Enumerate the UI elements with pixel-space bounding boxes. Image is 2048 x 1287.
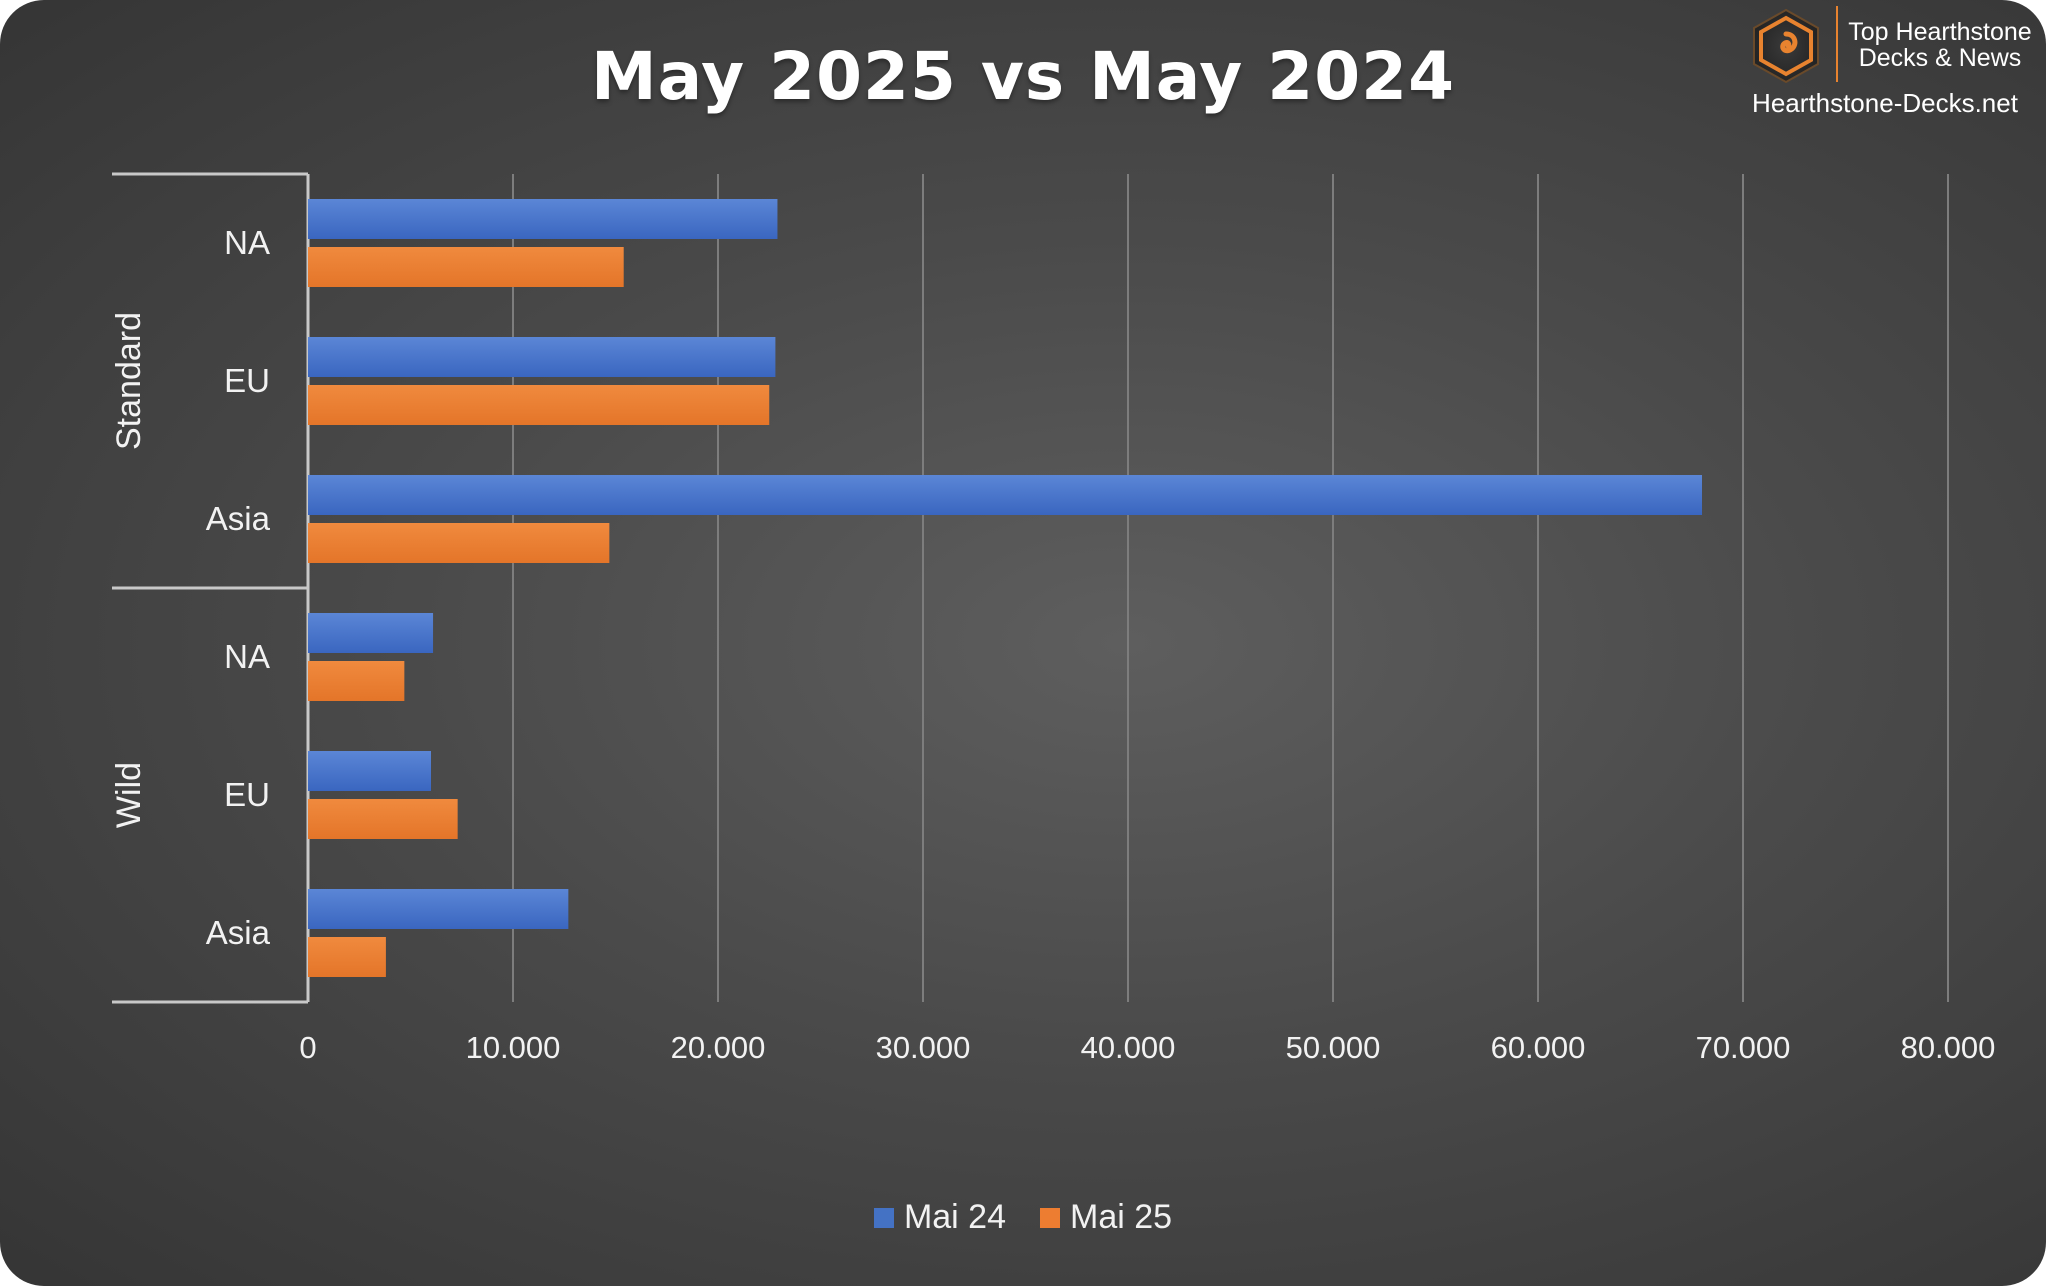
x-tick-label: 60.000 bbox=[1491, 1030, 1586, 1065]
bar-mai-24 bbox=[308, 889, 569, 929]
legend-item-mai-25: Mai 25 bbox=[1040, 1198, 1172, 1237]
category-label: Asia bbox=[206, 914, 271, 951]
category-label: NA bbox=[224, 638, 270, 675]
legend-swatch bbox=[1040, 1207, 1060, 1228]
gridlines bbox=[512, 174, 1949, 1002]
branding: Top Hearthstone Decks & News Hearthstone… bbox=[1740, 4, 2040, 124]
x-tick-label: 40.000 bbox=[1081, 1030, 1176, 1065]
legend: Mai 24 Mai 25 bbox=[0, 1198, 2046, 1237]
hearthstone-swirl-icon bbox=[1753, 8, 1819, 84]
category-axis bbox=[112, 172, 310, 1004]
x-tick-label: 80.000 bbox=[1901, 1030, 1996, 1065]
bar-mai-25 bbox=[308, 523, 610, 563]
bar-mai-25 bbox=[308, 799, 458, 839]
bars bbox=[308, 199, 1702, 977]
chart-title: May 2025 vs May 2024 bbox=[590, 38, 1455, 115]
group-label: Wild bbox=[110, 762, 148, 828]
x-tick-label: 20.000 bbox=[671, 1030, 766, 1065]
bar-mai-24 bbox=[308, 613, 434, 653]
brand-site: Hearthstone-Decks.net bbox=[1752, 88, 2018, 118]
bar-mai-24 bbox=[308, 751, 431, 791]
legend-label: Mai 24 bbox=[903, 1198, 1006, 1236]
bar-mai-24 bbox=[308, 337, 776, 377]
legend-item-mai-24: Mai 24 bbox=[873, 1198, 1006, 1237]
bar-mai-25 bbox=[308, 661, 405, 701]
x-tick-label: 30.000 bbox=[876, 1030, 971, 1065]
bar-mai-25 bbox=[308, 247, 624, 287]
legend-label: Mai 25 bbox=[1070, 1198, 1173, 1236]
category-label: EU bbox=[224, 776, 270, 813]
bar-mai-24 bbox=[308, 475, 1702, 515]
brand-tagline-2: Decks & News bbox=[1858, 44, 2022, 72]
brand-tagline-1: Top Hearthstone bbox=[1848, 18, 2032, 46]
legend-swatch bbox=[873, 1207, 894, 1228]
category-label: Asia bbox=[206, 500, 271, 537]
bar-mai-24 bbox=[308, 199, 778, 239]
group-label: Standard bbox=[110, 312, 148, 450]
x-tick-label: 50.000 bbox=[1286, 1030, 1381, 1065]
category-label: EU bbox=[224, 362, 270, 399]
x-tick-label: 0 bbox=[299, 1030, 316, 1065]
bar-mai-25 bbox=[308, 937, 386, 977]
category-label: NA bbox=[224, 224, 270, 261]
axis-labels: 0 10.000 20.000 30.000 40.000 50.000 60.000 70.… bbox=[110, 224, 1995, 1065]
x-tick-label: 70.000 bbox=[1696, 1030, 1791, 1065]
x-tick-label: 10.000 bbox=[466, 1030, 561, 1065]
brand-divider bbox=[1836, 6, 1838, 82]
bar-mai-25 bbox=[308, 385, 770, 425]
